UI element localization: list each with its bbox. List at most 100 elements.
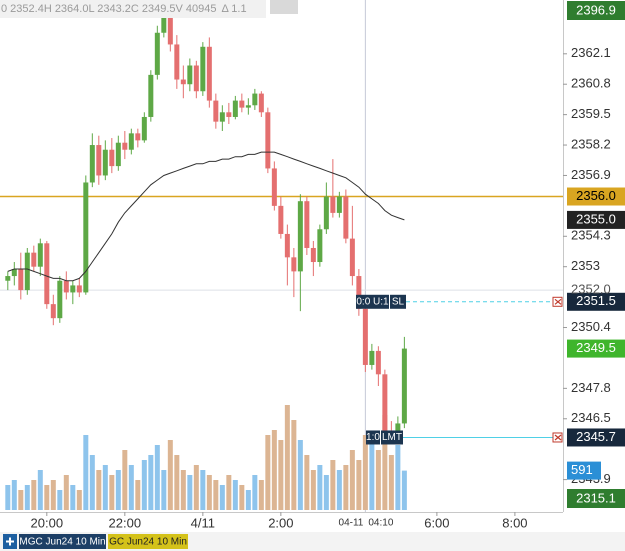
volume-bar	[395, 445, 401, 510]
candle-body	[291, 257, 297, 272]
x-tick-label: 22:00	[109, 515, 142, 530]
candle-body	[323, 196, 329, 230]
candle-body	[310, 247, 316, 263]
volume-bar	[37, 470, 43, 510]
volume-bar	[284, 405, 290, 510]
candle-body	[63, 280, 69, 293]
volume-bar	[232, 480, 238, 510]
candle-body	[330, 196, 336, 213]
candle-body	[362, 308, 368, 365]
volume-bar	[193, 465, 199, 510]
volume-bar	[343, 465, 349, 510]
volume-bar	[226, 475, 232, 510]
candle-body	[382, 374, 388, 431]
volume-bar	[375, 450, 381, 510]
volume-bar	[239, 485, 245, 510]
price-badge	[567, 210, 625, 229]
order-kind-box[interactable]	[381, 430, 403, 445]
volume-bar	[135, 480, 141, 510]
price-badge	[567, 1, 625, 20]
volume-bar	[180, 470, 186, 510]
candle-body	[284, 233, 290, 258]
price-badge	[567, 489, 625, 508]
volume-bar	[317, 465, 323, 510]
crosshair-date: 04-11	[339, 518, 364, 529]
candle-body	[57, 280, 63, 319]
candle-body	[31, 252, 37, 267]
crosshair-time: 04:10	[368, 518, 393, 529]
x-tick-label: 4/11	[191, 515, 215, 530]
volume-bar	[128, 465, 134, 510]
volume-bar	[382, 415, 388, 510]
y-tick-label: 2356.9	[571, 167, 611, 182]
candle-body	[317, 229, 323, 263]
candle-body	[193, 65, 199, 92]
volume-bar	[115, 470, 121, 510]
volume-bar	[148, 455, 154, 510]
y-tick-label: 2347.8	[571, 380, 611, 395]
candle-body	[50, 304, 56, 319]
y-tick-label: 2358.2	[571, 136, 611, 151]
volume-bar	[141, 460, 147, 510]
candle-body	[115, 142, 121, 167]
volume-bar	[265, 435, 271, 510]
volume-bar	[89, 455, 95, 510]
candle-body	[154, 32, 160, 75]
volume-bar	[349, 450, 355, 510]
volume-bar	[122, 450, 128, 510]
candle-body	[343, 196, 349, 239]
y-tick-label: 2346.5	[571, 410, 611, 425]
volume-bar	[330, 460, 336, 510]
candle-body	[109, 149, 115, 167]
candle-body	[336, 196, 342, 213]
volume-bar	[362, 435, 368, 510]
volume-bar	[174, 455, 180, 510]
volume-bar	[83, 435, 89, 510]
chart-tab[interactable]	[19, 534, 106, 549]
order-price-label: 2351.5	[576, 293, 616, 308]
volume-bar	[76, 490, 82, 510]
volume-bar	[18, 490, 24, 510]
candle-body	[83, 182, 89, 293]
candle-body	[213, 100, 219, 122]
volume-bar	[154, 445, 160, 510]
chart-tab[interactable]	[108, 534, 188, 549]
order-qty-box[interactable]	[366, 430, 380, 445]
toolbar-button[interactable]	[270, 0, 298, 14]
candle-body	[102, 149, 108, 176]
candle-body	[239, 100, 245, 108]
axis-top-label: 2396.9	[576, 2, 616, 17]
candle-body	[375, 350, 381, 375]
volume-bar	[11, 480, 17, 510]
candle-body	[245, 105, 251, 108]
last-price-label: 2349.5	[576, 340, 616, 355]
candle-body	[128, 133, 134, 150]
order-cancel-x	[554, 434, 562, 441]
volume-bar	[213, 480, 219, 510]
volume-bar	[5, 485, 11, 510]
x-tick-label: 6:00	[424, 515, 449, 530]
volume-bar	[401, 470, 407, 510]
order-qty-box[interactable]	[356, 294, 389, 309]
candle-body	[11, 269, 17, 277]
volume-badge	[567, 461, 601, 480]
header-bg	[0, 0, 266, 18]
candle-body	[349, 238, 355, 277]
volume-bar	[102, 465, 108, 510]
volume-bar	[167, 440, 173, 510]
order-kind-box[interactable]	[390, 294, 406, 309]
candle-body	[265, 112, 271, 169]
ohlc-text: 0 2352.4H 2364.0L 2343.2C 2349.5V 40945	[1, 3, 217, 15]
candle-body	[271, 168, 277, 206]
candle-body	[76, 285, 82, 293]
candle-body	[356, 276, 362, 309]
candle-body	[148, 74, 154, 117]
volume-bar	[206, 475, 212, 510]
volume-bar	[245, 490, 251, 510]
y-tick-label: 2359.5	[571, 106, 611, 121]
ma-label: 2355.0	[576, 211, 616, 226]
volume-bar	[187, 475, 193, 510]
volume-bar	[369, 440, 375, 510]
volume-bar	[310, 470, 316, 510]
